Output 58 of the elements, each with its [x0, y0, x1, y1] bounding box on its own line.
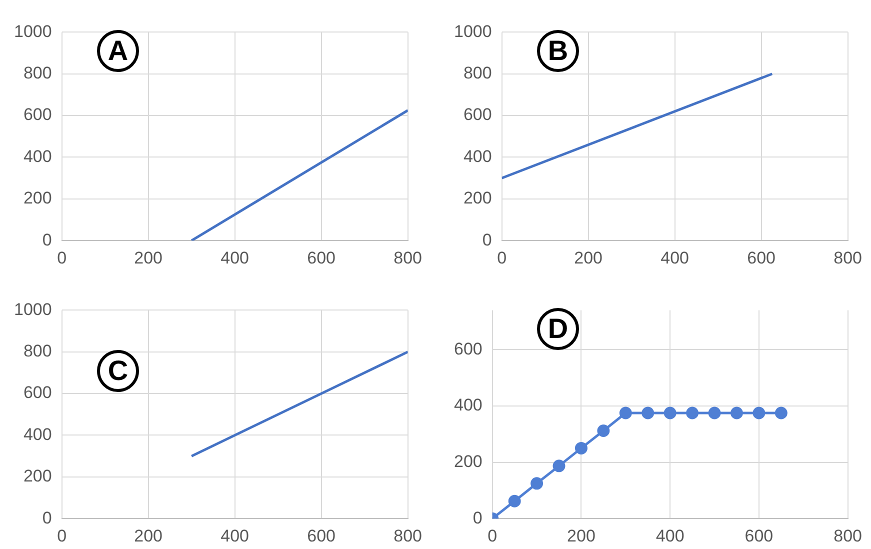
y-tick-label: 200: [463, 188, 492, 208]
y-tick-label: 1000: [14, 300, 52, 319]
x-tick-label: 400: [220, 248, 250, 268]
circle-outline: A: [97, 30, 139, 72]
point: [642, 406, 654, 420]
y-tick-label: 800: [463, 64, 492, 83]
x-tick-label: 200: [134, 526, 163, 546]
y-tick-label: 200: [23, 188, 52, 208]
y-tick-label: 0: [42, 508, 52, 528]
circle-outline: B: [537, 30, 579, 72]
point: [752, 406, 766, 420]
x-tick-label: 600: [307, 248, 336, 268]
point: [708, 406, 721, 420]
x-tick-label: 200: [134, 248, 163, 268]
x-tick-label: 0: [57, 526, 67, 546]
y-tick-label: 400: [463, 146, 492, 166]
x-tick-label: 800: [834, 248, 862, 268]
y-tick-label: 400: [454, 396, 482, 415]
x-tick-label: 400: [220, 526, 250, 546]
x-tick-label: 600: [744, 526, 774, 546]
x-tick-label: 200: [574, 248, 603, 268]
y-tick-label: 800: [23, 64, 52, 83]
y-tick-label: 600: [454, 339, 482, 358]
x-tick-label: 600: [307, 526, 336, 546]
x-tick-label: 400: [660, 248, 690, 268]
x-tick-label: 800: [394, 248, 422, 268]
x-tick-label: 600: [747, 248, 776, 268]
y-tick-label: 400: [23, 146, 52, 166]
point: [552, 460, 566, 472]
x-tick-label: 200: [567, 526, 596, 546]
x-tick-label: 0: [497, 248, 507, 268]
y-tick-label: 800: [23, 342, 52, 361]
y-tick-label: 1000: [14, 22, 52, 41]
point: [574, 442, 588, 454]
point: [530, 477, 544, 490]
y-tick-label: 600: [23, 105, 52, 124]
circle-outline: D: [537, 308, 579, 350]
y-tick-label: 600: [463, 105, 492, 124]
y-tick-label: 0: [482, 230, 492, 250]
point: [774, 406, 788, 420]
y-tick-label: 400: [23, 424, 52, 444]
x-tick-label: 400: [656, 526, 684, 546]
x-tick-label: 800: [394, 526, 422, 546]
point: [597, 424, 610, 437]
y-tick-label: 200: [23, 466, 52, 486]
x-tick-label: 800: [834, 526, 862, 546]
y-tick-label: 200: [454, 452, 482, 471]
point: [664, 406, 676, 420]
point: [508, 494, 521, 508]
point: [619, 406, 632, 420]
y-tick-label: 0: [472, 508, 482, 528]
y-tick-label: 0: [42, 230, 52, 250]
y-tick-label: 1000: [454, 22, 492, 41]
point: [686, 406, 699, 420]
circle-outline: C: [97, 350, 139, 392]
y-tick-label: 600: [23, 383, 52, 402]
point: [730, 406, 743, 420]
x-tick-label: 0: [57, 248, 67, 268]
